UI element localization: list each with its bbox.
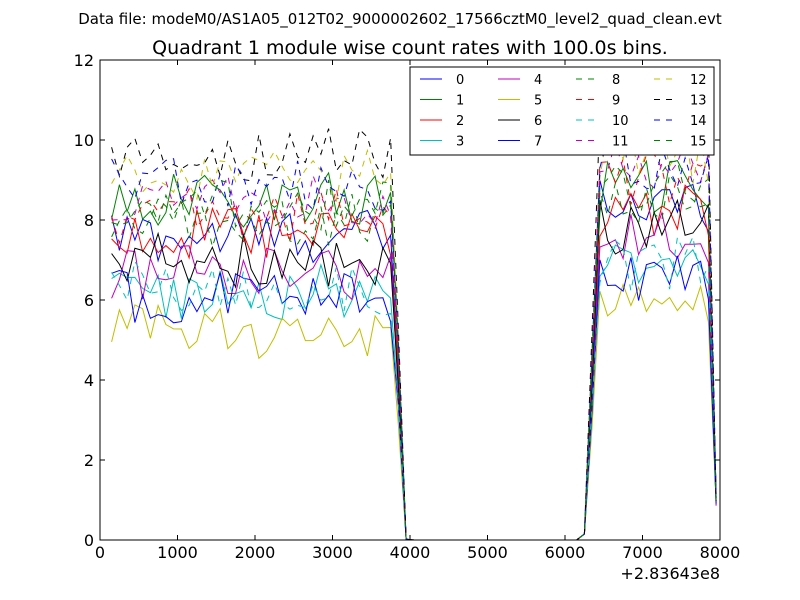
chart-title: Quadrant 1 module wise count rates with … <box>152 37 668 59</box>
y-tick-label: 10 <box>74 131 94 150</box>
series-line-3 <box>111 244 717 540</box>
legend-label-4: 4 <box>534 73 542 88</box>
plot-area <box>111 92 717 540</box>
series-line-4 <box>111 210 717 540</box>
legend-label-0: 0 <box>456 73 464 88</box>
x-tick-label: 5000 <box>467 543 508 562</box>
x-tick-label: 8000 <box>700 543 741 562</box>
y-tick-label: 0 <box>84 531 94 550</box>
legend-label-7: 7 <box>534 135 542 150</box>
y-tick-label: 12 <box>74 51 94 70</box>
x-tick-label: 6000 <box>545 543 586 562</box>
series-line-9 <box>111 153 717 540</box>
legend-label-6: 6 <box>534 114 542 129</box>
x-offset-label: +2.83643e8 <box>620 564 720 583</box>
x-tick-label: 0 <box>95 543 105 562</box>
x-tick-label: 7000 <box>622 543 663 562</box>
y-tick-label: 8 <box>84 211 94 230</box>
legend-label-8: 8 <box>612 73 620 88</box>
series-line-5 <box>111 283 717 540</box>
series-line-6 <box>111 198 717 540</box>
series-line-14 <box>111 137 717 540</box>
y-tick-label: 2 <box>84 451 94 470</box>
tick-labels: 0 1000 2000 3000 4000 5000 6000 7000 80000246810… <box>74 51 741 562</box>
legend-label-5: 5 <box>534 94 542 109</box>
x-tick-label: 3000 <box>312 543 353 562</box>
series-line-11 <box>111 140 717 540</box>
legend-label-1: 1 <box>456 94 464 109</box>
legend-label-2: 2 <box>456 114 464 129</box>
legend-label-14: 14 <box>690 114 707 129</box>
chart-suptitle: Data file: modeM0/AS1A05_012T02_90000026… <box>78 10 722 29</box>
series-line-13 <box>111 92 717 540</box>
x-tick-label: 2000 <box>235 543 276 562</box>
legend-label-10: 10 <box>612 114 629 129</box>
legend-label-13: 13 <box>690 94 707 109</box>
series-line-1 <box>111 159 717 540</box>
series-line-0 <box>111 180 717 540</box>
series-line-15 <box>111 160 717 540</box>
legend-label-9: 9 <box>612 94 620 109</box>
legend-box <box>409 66 715 156</box>
y-tick-label: 4 <box>84 371 94 390</box>
series-line-2 <box>111 184 717 540</box>
legend-label-12: 12 <box>690 73 707 88</box>
legend-label-3: 3 <box>456 135 464 150</box>
series-line-12 <box>111 127 717 540</box>
series-line-10 <box>111 235 717 540</box>
series-line-7 <box>111 255 717 540</box>
legend-label-11: 11 <box>612 135 629 150</box>
x-tick-label: 4000 <box>390 543 431 562</box>
x-tick-label: 1000 <box>157 543 198 562</box>
legend-label-15: 15 <box>690 135 707 150</box>
y-tick-label: 6 <box>84 291 94 310</box>
